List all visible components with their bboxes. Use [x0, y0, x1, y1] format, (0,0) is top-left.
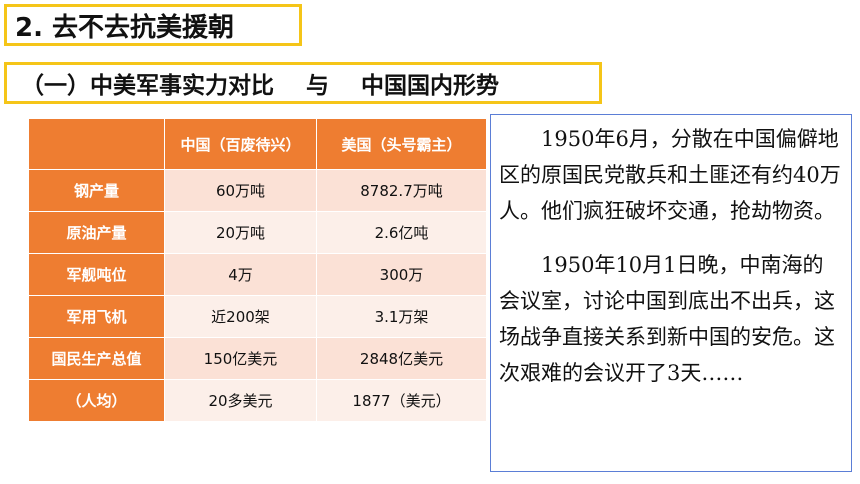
usa-value: 2848亿美元 [316, 337, 487, 380]
table-header-row: 中国（百废待兴） 美国（头号霸主） [28, 118, 487, 170]
table-header-usa: 美国（头号霸主） [316, 118, 487, 170]
china-value: 近200架 [164, 295, 317, 338]
table-row: 军舰吨位 4万 300万 [28, 253, 487, 296]
section-subtitle: （一）中美军事实力对比 与 中国国内形势 [4, 62, 602, 104]
china-value: 20多美元 [164, 379, 317, 422]
section-title: 2. 去不去抗美援朝 [4, 4, 302, 46]
usa-value: 1877（美元） [316, 379, 487, 422]
paragraph-october-1950: 1950年10月1日晚，中南海的会议室，讨论中国到底出不出兵，这场战争直接关系到… [499, 253, 835, 385]
usa-value: 3.1万架 [316, 295, 487, 338]
row-label: 军用飞机 [28, 295, 165, 338]
china-value: 4万 [164, 253, 317, 296]
usa-value: 300万 [316, 253, 487, 296]
china-value: 150亿美元 [164, 337, 317, 380]
table-header-china: 中国（百废待兴） [164, 118, 317, 170]
table-row: 国民生产总值 150亿美元 2848亿美元 [28, 337, 487, 380]
usa-value: 2.6亿吨 [316, 211, 487, 254]
row-label: 军舰吨位 [28, 253, 165, 296]
comparison-table: 中国（百废待兴） 美国（头号霸主） 钢产量 60万吨 8782.7万吨 原油产量… [28, 118, 487, 422]
usa-value: 8782.7万吨 [316, 169, 487, 212]
row-label: 原油产量 [28, 211, 165, 254]
china-value: 20万吨 [164, 211, 317, 254]
row-label: （人均） [28, 379, 165, 422]
table-header-empty [28, 118, 165, 170]
paragraph-june-1950: 1950年6月，分散在中国偏僻地区的原国民党散兵和土匪还有约40万人。他们疯狂破… [499, 127, 841, 223]
table-row: （人均） 20多美元 1877（美元） [28, 379, 487, 422]
row-label: 国民生产总值 [28, 337, 165, 380]
table-row: 原油产量 20万吨 2.6亿吨 [28, 211, 487, 254]
china-value: 60万吨 [164, 169, 317, 212]
table-row: 钢产量 60万吨 8782.7万吨 [28, 169, 487, 212]
table-row: 军用飞机 近200架 3.1万架 [28, 295, 487, 338]
row-label: 钢产量 [28, 169, 165, 212]
domestic-situation-textbox: 1950年6月，分散在中国偏僻地区的原国民党散兵和土匪还有约40万人。他们疯狂破… [490, 114, 852, 472]
